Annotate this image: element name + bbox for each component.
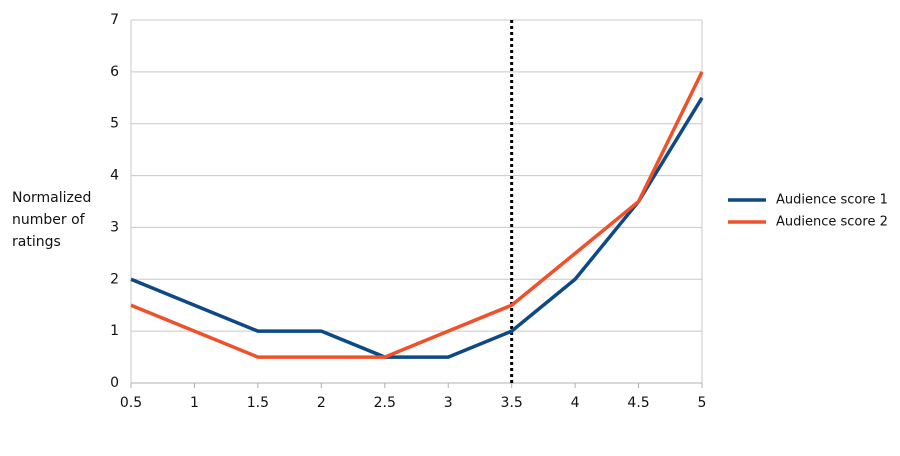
x-tick-label: 3 bbox=[444, 395, 453, 411]
legend-label: Audience score 1 bbox=[776, 193, 888, 208]
x-tick-label: 0.5 bbox=[120, 395, 142, 411]
x-tick-label: 1.5 bbox=[247, 395, 269, 411]
x-tick-label: 5 bbox=[698, 395, 707, 411]
y-tick-label: 5 bbox=[110, 116, 119, 132]
y-tick-label: 6 bbox=[110, 64, 119, 80]
x-tick-label: 4.5 bbox=[627, 395, 649, 411]
y-tick-label: 1 bbox=[110, 323, 119, 339]
y-tick-label: 3 bbox=[110, 219, 119, 235]
x-tick-label: 1 bbox=[190, 395, 199, 411]
y-tick-label: 7 bbox=[110, 12, 119, 28]
x-tick-label: 4 bbox=[571, 395, 580, 411]
y-tick-label: 4 bbox=[110, 168, 119, 184]
series-line bbox=[130, 96, 704, 359]
y-tick-label: 2 bbox=[110, 271, 119, 287]
y-axis-label: Normalized number of ratings bbox=[12, 190, 92, 250]
series-line bbox=[130, 71, 704, 359]
y-tick-label: 0 bbox=[110, 375, 119, 391]
x-tick-label: 2 bbox=[317, 395, 326, 411]
x-tick-label: 2.5 bbox=[374, 395, 396, 411]
x-tick-label: 3.5 bbox=[501, 395, 523, 411]
legend-label: Audience score 2 bbox=[776, 215, 888, 230]
